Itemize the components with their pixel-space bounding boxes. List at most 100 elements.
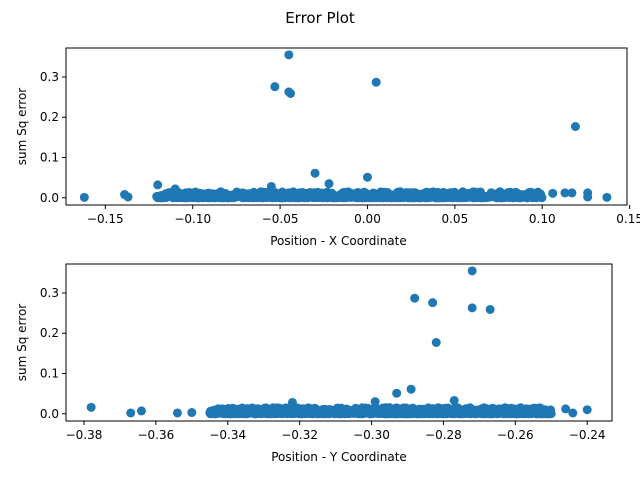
data-point [290, 407, 300, 417]
x-tick-label: 0.05 [441, 212, 468, 226]
data-point [392, 388, 402, 398]
x-tick-label: −0.36 [137, 428, 174, 442]
y-tick-label: 0.1 [40, 150, 59, 164]
x-tick-label: 0.00 [354, 212, 381, 226]
data-point [561, 404, 571, 414]
data-point [372, 406, 382, 416]
data-point [297, 187, 307, 197]
data-point [281, 403, 291, 413]
data-point [261, 407, 271, 417]
x-tick-label: −0.26 [497, 428, 534, 442]
data-point [287, 397, 297, 407]
data-point [567, 188, 577, 198]
data-point [284, 50, 294, 60]
data-point [170, 184, 180, 194]
x-tick-label: −0.28 [425, 428, 462, 442]
x-coordinate-subplot: −0.15 −0.10 −0.05 0.00 0.05 0.10 0.15 0.00.10.… [15, 47, 640, 248]
data-point [310, 168, 320, 178]
data-point [362, 172, 372, 182]
data-point [485, 192, 495, 202]
data-point [529, 189, 539, 199]
data-point [180, 191, 190, 201]
data-point [545, 409, 555, 419]
data-point [266, 181, 276, 191]
data-point [602, 192, 612, 202]
data-point [324, 188, 334, 198]
x-tick-label: −0.05 [262, 212, 299, 226]
data-point [381, 408, 391, 418]
x-tick-label: −0.30 [353, 428, 390, 442]
data-point [250, 190, 260, 200]
data-point [533, 409, 543, 419]
data-point [438, 193, 448, 203]
data-point [286, 88, 296, 98]
data-point [583, 192, 593, 202]
y-tick-label: 0.3 [40, 286, 59, 300]
data-point [355, 192, 365, 202]
data-point [379, 190, 389, 200]
y-subplot-ylabel: sum Sq error [15, 304, 29, 382]
x-subplot-xlabel: Position - X Coordinate [270, 234, 407, 248]
data-point [213, 408, 223, 418]
data-point [371, 77, 381, 87]
data-point [187, 408, 197, 418]
data-point [136, 406, 146, 416]
data-point [301, 408, 311, 418]
data-point [153, 180, 163, 190]
y-tick-label: 0.2 [40, 326, 59, 340]
data-point [449, 395, 459, 405]
x-tick-label: −0.32 [281, 428, 318, 442]
data-point [466, 192, 476, 202]
data-point [485, 304, 495, 314]
y-coordinate-subplot: −0.38 −0.36 −0.34 −0.32 −0.30 −0.28 −0.26 −0.24… [15, 263, 613, 464]
y-subplot-y-ticks: 0.0 0.1 0.2 0.3 [40, 286, 66, 421]
data-point [357, 409, 367, 419]
data-point [268, 189, 278, 199]
x-tick-label: −0.10 [174, 212, 211, 226]
data-point [560, 188, 570, 198]
data-point [205, 408, 215, 418]
y-subplot-x-ticks: −0.38 −0.36 −0.34 −0.32 −0.30 −0.28 −0.26 −0.24 [66, 421, 606, 442]
data-point [126, 408, 136, 418]
data-point [79, 192, 89, 202]
x-tick-label: 0.15 [616, 212, 640, 226]
data-point [504, 189, 514, 199]
data-point [510, 187, 520, 197]
y-subplot-frame [65, 263, 613, 422]
data-point [227, 192, 237, 202]
data-point [406, 384, 416, 394]
y-tick-label: 0.0 [40, 407, 59, 421]
data-point [209, 190, 219, 200]
data-point [313, 407, 323, 417]
data-point [431, 338, 441, 347]
y-tick-label: 0.2 [40, 110, 59, 124]
x-tick-label: −0.24 [569, 428, 606, 442]
data-point [365, 191, 375, 201]
data-point [172, 408, 182, 418]
data-point [246, 404, 256, 414]
data-point [506, 409, 516, 419]
x-subplot-y-ticks: 0.0 0.1 0.2 0.3 [40, 70, 66, 205]
data-point [261, 190, 271, 200]
data-point [568, 408, 578, 418]
x-subplot-ylabel: sum Sq error [15, 88, 29, 166]
data-point [320, 406, 330, 416]
x-tick-label: −0.15 [87, 212, 124, 226]
data-point [450, 403, 460, 413]
data-point [500, 408, 510, 418]
data-point [229, 408, 239, 418]
data-point [522, 405, 532, 415]
y-scatter-points [86, 266, 592, 419]
x-scatter-points [79, 50, 612, 203]
figure-title: Error Plot [285, 9, 355, 27]
data-point [202, 188, 212, 198]
data-point [517, 192, 527, 202]
data-point [428, 298, 438, 308]
y-tick-label: 0.1 [40, 366, 59, 380]
x-tick-label: 0.10 [529, 212, 556, 226]
data-point [467, 266, 477, 276]
data-point [401, 188, 411, 198]
data-point [458, 193, 468, 203]
data-point [548, 188, 558, 198]
